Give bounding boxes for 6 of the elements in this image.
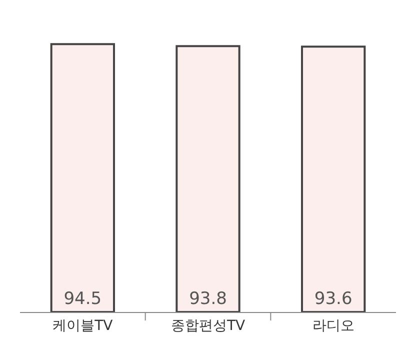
data-label: 93.8 <box>189 289 227 309</box>
x-tick-label: 종합편성TV <box>170 318 246 334</box>
data-label: 94.5 <box>64 289 102 309</box>
data-label: 93.6 <box>314 289 352 309</box>
x-tick-label: 라디오 <box>312 318 354 334</box>
x-tick-label: 케이블TV <box>52 318 114 334</box>
